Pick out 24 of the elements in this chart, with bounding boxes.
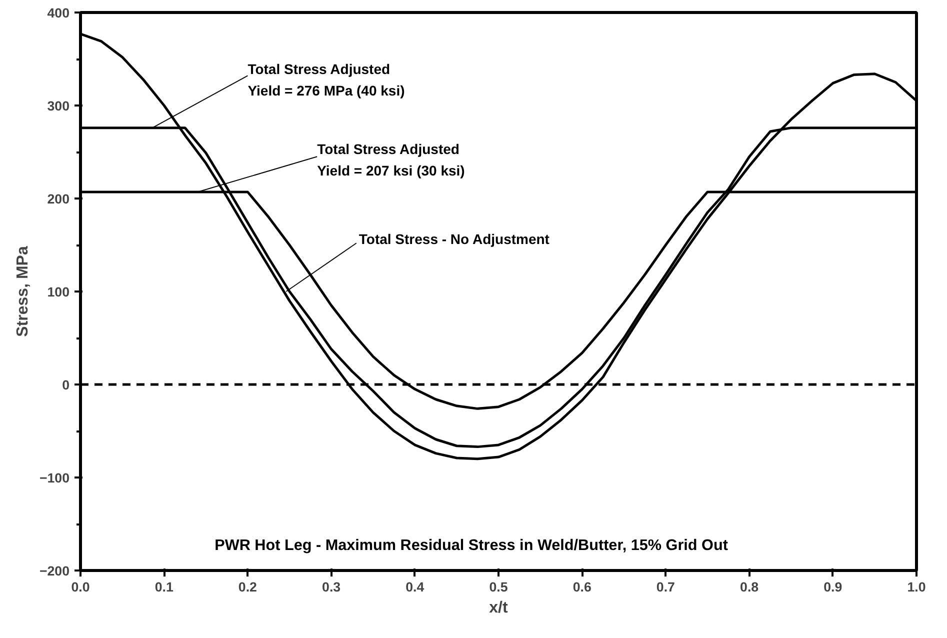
y-tick-label: −200: [39, 564, 70, 578]
x-tick-label: 0.5: [489, 580, 508, 594]
x-tick-label: 0.8: [740, 580, 759, 594]
x-tick-label: 0.0: [71, 580, 90, 594]
text: PWR Hot Leg - Maximum Residual Stress in Weld/Butter, 15% Grid Out: [214, 536, 728, 554]
y-tick-label: −100: [39, 470, 70, 486]
x-tick-label: 0.9: [824, 580, 842, 594]
annotation: Total Stress Adjusted Yield = 207 ksi (30 ksi): [317, 140, 465, 178]
y-tick-label: 400: [47, 6, 70, 20]
y-tick-label: 100: [47, 284, 70, 300]
x-tick-label: 0.1: [154, 580, 174, 594]
y-tick-label: 0: [62, 378, 70, 392]
x-tick-label: 0.4: [406, 580, 425, 594]
y-axis-title: Stress, MPa: [14, 246, 32, 337]
x-tick-label: 0.6: [572, 580, 592, 594]
x-tick-label: 0.7: [656, 580, 675, 594]
y-tick-label: 300: [47, 98, 70, 114]
x-tick-label: 1.0: [907, 580, 926, 594]
annotation: Total Stress Adjusted Yield = 276 MPa (40 ksi): [248, 60, 405, 98]
x-tick-label: 0.3: [322, 580, 341, 594]
x-axis-title: x/t: [489, 600, 509, 616]
annotation: Total Stress - No Adjustment: [358, 231, 550, 248]
x-tick-label: 0.2: [238, 580, 257, 594]
y-tick-label: 200: [47, 192, 70, 206]
